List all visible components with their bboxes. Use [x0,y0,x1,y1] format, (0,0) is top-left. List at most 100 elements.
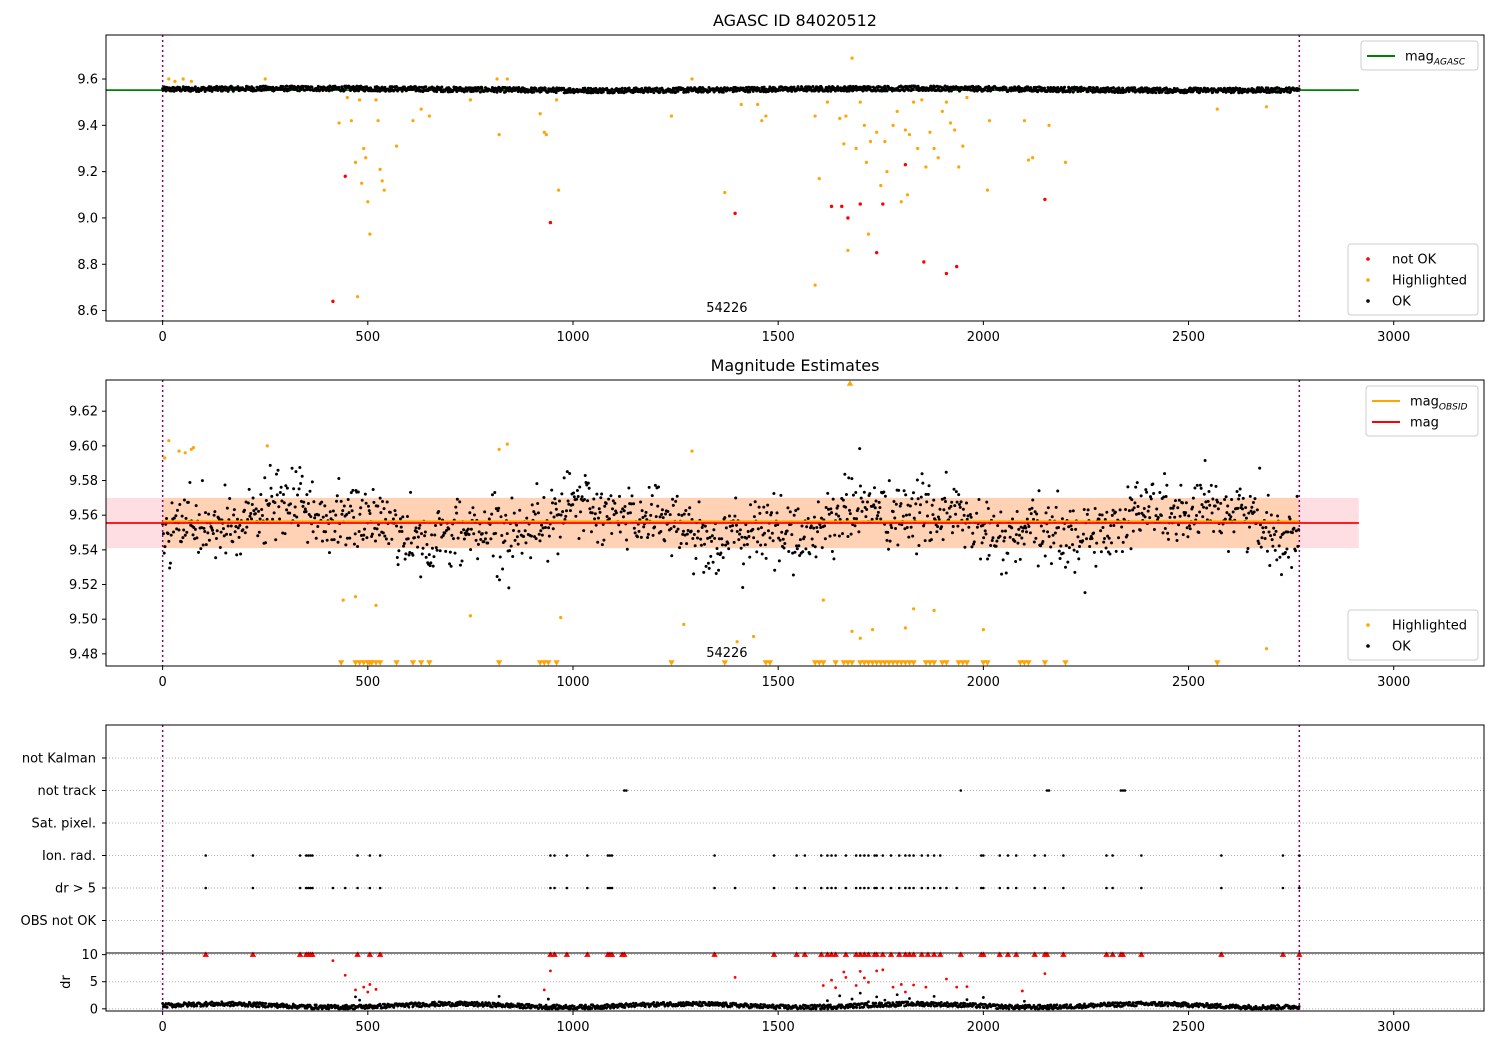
ok-point [547,534,551,538]
ok-point [889,523,893,527]
ok-point [1078,544,1082,548]
highlighted-below-marker [668,660,675,666]
highlighted-point [189,79,193,83]
ok-point [518,508,522,512]
ok-point [731,524,735,528]
ok-point [449,564,453,568]
ok-point [440,85,444,89]
ok-point [245,525,249,529]
ok-point [926,492,930,496]
ok-point [603,504,607,508]
ok-point [588,507,592,511]
ok-point [345,513,349,517]
ok-point [1120,525,1124,529]
ok-point [1159,514,1163,518]
ok-point [530,503,534,507]
flag-point [955,886,958,890]
ok-point [554,502,558,506]
ok-point [658,90,662,94]
ok-point [211,532,215,536]
highlighted-point [846,248,850,252]
highlighted-below-marker [1062,660,1069,666]
ok-point [479,538,483,542]
flag-point [1220,854,1223,857]
ok-point [183,533,187,537]
ok-point [214,556,218,560]
ok-point [763,531,767,535]
ok-point [203,529,207,533]
ok-point [805,525,809,529]
highlighted-below-marker [1025,660,1032,666]
ok-point [1110,541,1114,545]
ok-point [1179,483,1183,487]
ok-point [1224,495,1228,499]
ok-point [324,88,328,92]
ok-point [843,472,847,476]
ok-point [199,547,203,551]
ok-point [395,524,399,528]
ok-point [968,513,972,517]
ok-point [721,90,725,94]
ok-point [423,530,427,534]
ok-point [610,531,614,535]
ok-point [1264,526,1268,530]
ok-point [717,568,721,572]
flag-point [795,854,798,857]
ok-point [305,493,309,497]
ok-point [800,524,804,528]
highlighted-below-marker [848,660,856,666]
ok-point [1173,499,1177,503]
ok-point [542,495,546,499]
ok-point [184,516,188,520]
ok-point [421,546,425,550]
ok-point [763,543,767,547]
flag-point [549,854,552,857]
ok-point [566,499,570,503]
ok-point [582,497,586,501]
dr-point [195,1004,199,1008]
flag-point [356,886,359,890]
ok-point [627,486,631,490]
x-tick-label: 1500 [762,675,795,690]
ok-point [918,503,922,507]
ok-point [368,512,372,516]
dr-point [759,1003,763,1006]
ok-point [621,515,625,519]
ok-point [424,85,428,89]
flag-point [932,886,936,890]
ok-point [854,84,858,88]
ok-point [454,505,458,509]
ok-point [313,516,317,520]
ok-point [399,525,403,529]
ok-point [1273,548,1277,552]
dr-point [490,1005,494,1009]
flag-point [713,886,716,890]
not-ok-point [881,202,885,206]
ok-point [352,515,356,519]
ok-point [508,549,512,553]
ok-point [887,547,891,551]
ok-point [660,512,664,516]
ok-point [551,527,555,531]
flag-point [795,886,798,890]
ok-point [297,487,301,491]
ok-point [1290,566,1294,570]
ok-point [989,544,993,548]
ok-point [1018,533,1022,537]
ok-point [820,546,824,550]
ok-point [1000,529,1004,533]
ok-point [468,511,472,515]
ok-point [644,510,648,514]
highlighted-point [821,598,825,602]
ok-point [1113,510,1117,514]
ok-point [622,509,626,513]
ok-point [910,497,914,501]
ok-point [643,89,647,93]
ok-point [956,524,960,528]
flag-point [565,886,569,890]
ok-point [692,572,696,576]
ok-point [1071,543,1075,547]
ok-point [1152,491,1156,495]
ok-point [301,85,305,89]
ok-point [1081,532,1085,536]
